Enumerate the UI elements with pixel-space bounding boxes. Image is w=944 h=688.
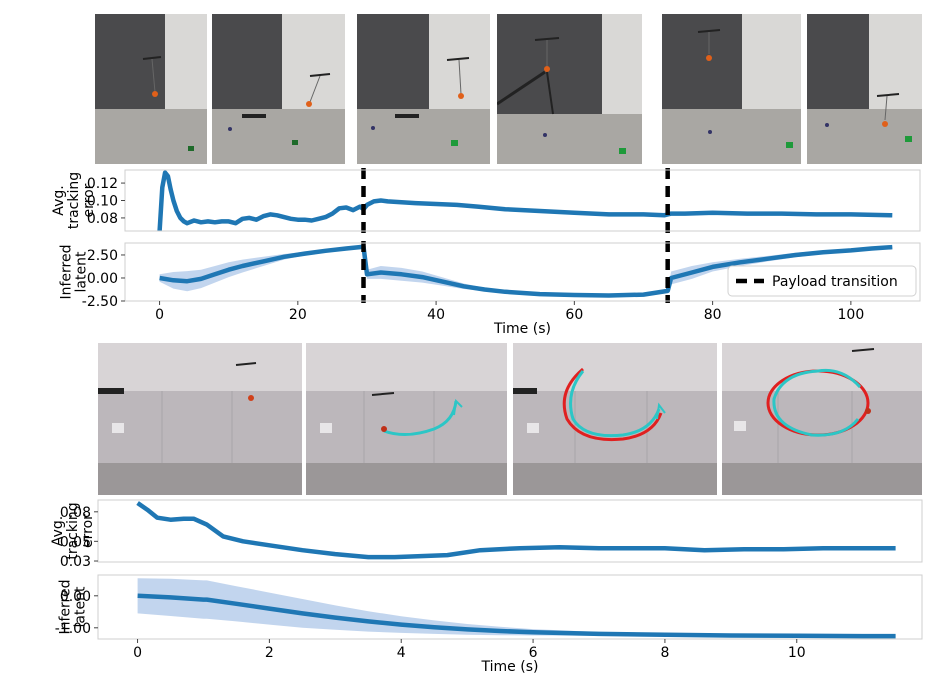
bottom-photo-1: [98, 343, 302, 495]
x-tick-label: 20: [289, 307, 307, 323]
x-tick-label: 40: [427, 307, 445, 323]
x-tick-label: 60: [565, 307, 583, 323]
y-axis-label-line: latent: [74, 251, 90, 292]
y-axis-label-line: latent: [73, 586, 89, 627]
y-axis-label: Avg. tracking error: [50, 502, 96, 559]
x-tick-label: 6: [529, 645, 538, 661]
x-tick-label: 4: [397, 645, 406, 661]
y-tick-label: -1.00: [55, 621, 91, 637]
confidence-band: [137, 578, 896, 637]
top-photo-2: [212, 14, 345, 164]
y-tick-label: -2.50: [82, 294, 118, 310]
y-tick-label: 0.03: [60, 554, 91, 570]
bottom-photo-4: [722, 343, 922, 495]
series-line: [136, 501, 896, 560]
y-axis-label-line: tracking: [66, 172, 82, 229]
x-tick-label: 0: [155, 307, 164, 323]
y-axis-label-line: Avg.: [50, 516, 66, 546]
y-axis-label: Avg. tracking error: [51, 172, 97, 229]
x-tick-label: 80: [704, 307, 722, 323]
bottom-photo-3: [513, 343, 717, 495]
y-axis-label-line: Inferred: [58, 579, 74, 634]
axes-frame: [97, 499, 923, 563]
series-line: [137, 593, 896, 639]
x-tick-label: 2: [265, 645, 274, 661]
x-tick-label: 10: [788, 645, 806, 661]
axes-frame: [124, 242, 921, 302]
y-tick-label: 0.08: [87, 211, 118, 227]
y-tick-label: 0.00: [60, 589, 91, 605]
axes-frame: [124, 169, 921, 232]
y-axis-label: Inferred latent: [59, 244, 90, 299]
x-axis-label: Time (s): [493, 321, 551, 337]
y-axis-label-line: Inferred: [59, 244, 75, 299]
x-tick-label: 8: [660, 645, 669, 661]
x-tick-label: 100: [838, 307, 865, 323]
y-axis-label: Inferred latent: [58, 579, 89, 634]
series-line: [157, 170, 893, 232]
top-photo-4: [497, 14, 642, 164]
top-photo-1: [95, 14, 207, 164]
top-photo-6: [807, 14, 922, 164]
y-axis-label-line: error: [80, 514, 96, 548]
legend-box: [727, 265, 917, 297]
legend-label: Payload transition: [772, 274, 898, 290]
x-axis-label: Time (s): [481, 659, 539, 675]
top-photo-3: [357, 14, 490, 164]
series-line: [159, 244, 893, 298]
y-tick-label: 0.12: [87, 176, 118, 192]
y-tick-label: 0.10: [87, 194, 118, 210]
y-tick-label: 0.08: [60, 505, 91, 521]
y-axis-label-line: tracking: [65, 502, 81, 559]
top-photo-5: [662, 14, 801, 164]
y-tick-label: 0.00: [87, 271, 118, 287]
axes-frame: [97, 574, 923, 640]
bottom-photo-2: [306, 343, 507, 495]
y-tick-label: 0.05: [60, 534, 91, 550]
y-axis-label-line: Avg.: [51, 185, 67, 215]
x-tick-label: 0: [133, 645, 142, 661]
y-axis-label-line: error: [81, 183, 97, 217]
y-tick-label: 2.50: [87, 248, 118, 264]
